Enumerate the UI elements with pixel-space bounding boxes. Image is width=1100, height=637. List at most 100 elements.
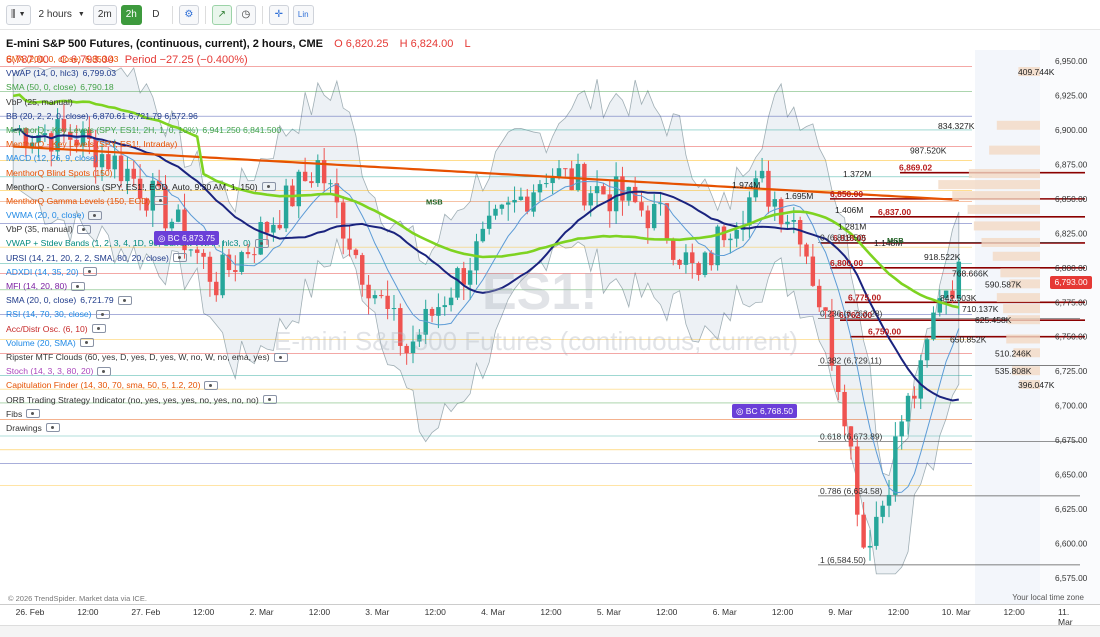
- price-chart[interactable]: 409.744K 834.327K 987.520K 1.372M 1.974M 1.69…: [0, 30, 1100, 605]
- legend-item[interactable]: BB (20, 2, 2, 0, close) 6,870.61 6,721.79…: [6, 109, 476, 123]
- legend-item[interactable]: SMA (20, 0, close) 6,721.79: [6, 293, 476, 307]
- candle-body: [29, 142, 35, 148]
- legend-item[interactable]: Ripster MTF Clouds (60, yes, D, yes, D, …: [6, 350, 476, 364]
- time-tick-label: 12:00: [771, 607, 794, 617]
- legend-item[interactable]: Stoch (14, 3, 3, 80, 20): [6, 364, 476, 378]
- candle-body: [144, 198, 149, 211]
- time-tick-label: 12:00: [424, 607, 446, 617]
- legend-item[interactable]: MenthorQ Blind Spots (150): [6, 166, 476, 180]
- legend-item[interactable]: Fibs: [6, 407, 476, 421]
- bc-badge[interactable]: ◎ BC 6,873.75: [154, 231, 220, 245]
- trend-tool-button[interactable]: ↗: [211, 4, 232, 25]
- candle-body: [429, 308, 435, 316]
- crosshair-button[interactable]: ✛: [268, 4, 289, 25]
- legend-item[interactable]: MenthorQ - Key Levels (SPY, ES1!, 2H, 1,…: [6, 123, 476, 137]
- price-tick-label: 6,775.00: [1055, 297, 1088, 307]
- legend-item[interactable]: VWAP + Stdev Bands (1, 2, 3, 4, 1D, 90, …: [6, 236, 476, 250]
- volume-profile-bar: [1013, 348, 1040, 358]
- key-level-label: 6,800.00: [830, 258, 863, 268]
- replay-button[interactable]: ◷: [235, 4, 256, 25]
- volume-profile-bar: [952, 191, 1040, 201]
- legend-item[interactable]: Drawings: [6, 421, 476, 435]
- bc-badge[interactable]: ◎ BC 6,768.50: [732, 404, 798, 418]
- eye-icon[interactable]: [117, 295, 132, 305]
- eye-icon[interactable]: [82, 267, 97, 277]
- candle-body: [448, 297, 454, 306]
- candle-body: [74, 139, 79, 146]
- scale-button[interactable]: Lin: [292, 4, 314, 25]
- legend-item[interactable]: RSI (14, 70, 30, close): [6, 307, 476, 321]
- legend-item[interactable]: SMA (50, 0, close) 6,790.18: [6, 80, 476, 94]
- legend-item-label: MFI (14, 20, 80): [6, 281, 68, 291]
- eye-icon[interactable]: [273, 352, 288, 362]
- chart-type-button[interactable]: ⫼ ▼: [6, 4, 31, 25]
- legend-item-label: VWMA (20, 0, close): [6, 210, 85, 221]
- eye-icon[interactable]: [76, 224, 91, 234]
- key-level-label: 6,750.00: [868, 327, 901, 337]
- price-tick-label: 6,725.00: [1055, 366, 1088, 376]
- eye-icon[interactable]: [261, 182, 276, 192]
- legend-item[interactable]: ORB Trading Strategy Indicator (no, yes,…: [6, 393, 476, 407]
- clock-icon: ◷: [241, 9, 251, 20]
- legend-item[interactable]: MFI (14, 20, 80): [6, 279, 476, 293]
- time-axis[interactable]: 26. Feb 12:00 27. Feb 12:00 2. Mar 12:00 3. Ma…: [0, 604, 1100, 627]
- legend-item[interactable]: MenthorQ Gamma Levels (150, EOD): [6, 194, 476, 208]
- timezone-label[interactable]: Your local time zone: [1012, 593, 1084, 602]
- candle-body: [626, 186, 632, 201]
- time-tick-label: 12:00: [1003, 607, 1025, 617]
- time-tick-label: 12:00: [77, 607, 99, 617]
- legend-item[interactable]: VbP (25, manual): [6, 95, 476, 109]
- interval-dropdown[interactable]: 2 hours ▼: [35, 5, 89, 25]
- candle-body: [417, 334, 422, 342]
- legend-item[interactable]: Capitulation Finder (14, 30, 70, sma, 50…: [6, 378, 476, 392]
- legend-item[interactable]: VWMA (20, 0, close): [6, 208, 476, 222]
- eye-icon[interactable]: [71, 281, 86, 291]
- eye-icon[interactable]: [172, 253, 187, 263]
- eye-icon[interactable]: [26, 409, 41, 419]
- eye-icon[interactable]: [45, 423, 60, 433]
- settings-button[interactable]: ⚙: [178, 4, 199, 25]
- time-tick-label: 5. Mar: [596, 607, 621, 617]
- candle-body: [905, 395, 911, 422]
- interval-d-button[interactable]: D: [152, 9, 160, 20]
- interval-2h-button[interactable]: 2h: [120, 4, 142, 25]
- legend-item[interactable]: URSI (14, 21, 20, 2, 2, SMA, 80, 20, clo…: [6, 251, 476, 265]
- eye-icon[interactable]: [79, 338, 94, 348]
- interval-2m-button[interactable]: 2m: [92, 4, 117, 25]
- legend-item[interactable]: Acc/Distr Osc. (6, 10): [6, 322, 476, 336]
- eye-icon[interactable]: [95, 309, 110, 319]
- candle-body: [264, 222, 270, 233]
- msb-marker: MSB: [426, 197, 443, 206]
- volume-profile-label: 590.587K: [985, 279, 1022, 289]
- eye-icon[interactable]: [88, 210, 103, 220]
- legend-item[interactable]: VbP (35, manual): [6, 222, 476, 236]
- candle-body: [658, 203, 663, 205]
- candle-body: [537, 184, 543, 193]
- candle-body: [563, 168, 568, 170]
- volume-profile-label: 510.246K: [995, 348, 1032, 358]
- legend-item[interactable]: ADXDI (14, 35, 20): [6, 265, 476, 279]
- candle-body: [169, 221, 175, 229]
- legend-item-label: Volume (20, SMA): [6, 337, 76, 348]
- eye-icon[interactable]: [97, 366, 112, 376]
- watermark-subtitle: E-mini S&P 500 Futures (continuous, curr…: [274, 326, 799, 356]
- candle-body: [893, 436, 898, 495]
- eye-icon[interactable]: [204, 380, 219, 390]
- fib-label: 0.618 (6,673.89): [820, 432, 883, 442]
- eye-icon[interactable]: [262, 395, 277, 405]
- legend-item[interactable]: MACD (12, 26, 9, close): [6, 151, 476, 165]
- legend-item[interactable]: Volume (20, SMA): [6, 336, 476, 350]
- eye-icon[interactable]: [154, 196, 169, 206]
- eye-icon[interactable]: [91, 324, 106, 334]
- legend-item[interactable]: MenthorQ - Key Levels (SPY, ES1!, Intrad…: [6, 137, 476, 151]
- candle-body: [912, 395, 917, 399]
- chart-canvas[interactable]: 409.744K 834.327K 987.520K 1.372M 1.974M 1.69…: [0, 30, 1100, 605]
- time-tick-label: 10. Mar: [941, 607, 971, 617]
- legend-item[interactable]: SMA (200, 0, close) 6,853.43: [6, 52, 476, 66]
- eye-icon[interactable]: [254, 239, 269, 249]
- legend-item[interactable]: VWAP (14, 0, hlc3) 6,799.03: [6, 66, 476, 80]
- candle-body: [810, 256, 816, 286]
- open-value: O 6,820.25: [334, 38, 389, 50]
- candle-body: [842, 391, 847, 427]
- legend-item[interactable]: MenthorQ - Conversions (SPY, ES1!, EOD, …: [6, 180, 476, 194]
